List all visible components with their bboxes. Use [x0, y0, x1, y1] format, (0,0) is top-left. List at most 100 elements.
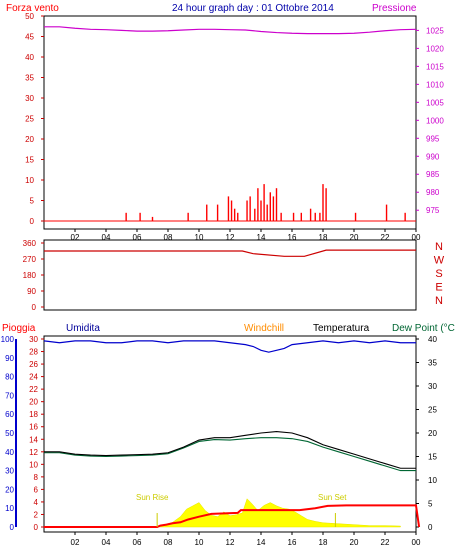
- chart-title: 24 hour graph day : 01 Ottobre 2014: [172, 3, 334, 14]
- rain-y-tick-label: 28: [29, 348, 38, 357]
- sunset-label: Sun Set: [318, 493, 347, 502]
- temp-y-tick-label: 25: [428, 406, 437, 415]
- legend-dewpoint: Dew Point (°C: [392, 323, 455, 334]
- humidity-panel-x-tick-label: 06: [133, 538, 142, 547]
- wind-panel-x-tick-label: 00: [412, 233, 421, 242]
- direction-y-tick-label: 90: [27, 287, 36, 296]
- direction-y-tick-label: 270: [23, 255, 37, 264]
- humidity-panel-x-tick-label: 04: [102, 538, 111, 547]
- temp-y-tick-label: 35: [428, 359, 437, 368]
- humidity-panel-x-tick-label: 02: [71, 538, 80, 547]
- pressure-y-tick-label: 1025: [426, 26, 444, 35]
- wind-y-tick-label: 5: [30, 197, 35, 206]
- temp-y-tick-label: 0: [428, 523, 433, 532]
- humidity-panel-x-tick-label: 14: [257, 538, 266, 547]
- humidity-y-tick-label: 90: [5, 354, 14, 363]
- wind-panel-x-tick-label: 14: [257, 233, 266, 242]
- chart-marks: [15, 15, 421, 535]
- direction-line: [44, 249, 416, 257]
- temp-y-tick-label: 30: [428, 382, 437, 391]
- humidity-panel-x-tick-label: 20: [350, 538, 359, 547]
- direction-compass-label: W: [434, 255, 445, 267]
- pressure-axis-title: Pressione: [372, 3, 417, 14]
- direction-compass-label: N: [435, 295, 443, 307]
- wind-panel-x-tick-label: 08: [164, 233, 173, 242]
- humidity-panel-frame: [43, 335, 417, 533]
- direction-y-tick-label: 180: [23, 271, 37, 280]
- rain-y-tick-label: 26: [29, 360, 38, 369]
- wind-y-tick-label: 35: [25, 74, 34, 83]
- humidity-panel-x-tick-label: 10: [195, 538, 204, 547]
- rain-y-tick-label: 14: [29, 435, 38, 444]
- wind-panel-x-tick-label: 12: [226, 233, 235, 242]
- rain-y-tick-label: 0: [34, 523, 39, 532]
- legend-rain: Pioggia: [2, 323, 36, 334]
- pressure-y-tick-label: 990: [426, 152, 440, 161]
- rain-y-tick-label: 20: [29, 398, 38, 407]
- wind-panel-frame: [43, 15, 417, 230]
- wind-panel-x-tick-label: 16: [288, 233, 297, 242]
- humidity-panel-x-tick-label: 08: [164, 538, 173, 547]
- pressure-y-tick-label: 1005: [426, 98, 444, 107]
- direction-y-tick-label: 0: [32, 303, 37, 312]
- temp-y-tick-label: 10: [428, 476, 437, 485]
- humidity-panel-x-tick-label: 16: [288, 538, 297, 547]
- wind-panel-x-tick-label: 04: [102, 233, 111, 242]
- pressure-y-tick-label: 995: [426, 134, 440, 143]
- rain-y-tick-label: 24: [29, 373, 38, 382]
- humidity-y-tick-label: 40: [5, 448, 14, 457]
- pressure-y-tick-label: 975: [426, 206, 440, 215]
- chart-texts: Forza vento 24 hour graph day : 01 Ottob…: [1, 3, 455, 547]
- humidity-y-tick-label: 0: [10, 523, 15, 532]
- pressure-y-tick-label: 985: [426, 170, 440, 179]
- rain-y-tick-label: 2: [34, 510, 39, 519]
- humidity-line: [43, 340, 416, 353]
- humidity-y-tick-label: 70: [5, 391, 14, 400]
- rain-y-tick-label: 10: [29, 460, 38, 469]
- temp-y-tick-label: 40: [428, 335, 437, 344]
- rain-y-tick-label: 6: [34, 485, 39, 494]
- wind-y-tick-label: 45: [25, 33, 34, 42]
- rain-y-tick-label: 12: [29, 448, 38, 457]
- rain-y-tick-label: 8: [34, 473, 39, 482]
- wind-panel-x-tick-label: 22: [381, 233, 390, 242]
- pressure-y-tick-label: 980: [426, 188, 440, 197]
- temp-y-tick-label: 5: [428, 500, 433, 509]
- wind-axis-title: Forza vento: [6, 3, 59, 14]
- wind-panel-x-tick-label: 18: [319, 233, 328, 242]
- wind-y-tick-label: 20: [25, 135, 34, 144]
- sunrise-label: Sun Rise: [136, 493, 169, 502]
- pressure-y-tick-label: 1015: [426, 62, 444, 71]
- direction-compass-label: E: [435, 282, 442, 294]
- rain-y-tick-label: 22: [29, 385, 38, 394]
- direction-y-tick-label: 360: [23, 239, 37, 248]
- humidity-panel-x-tick-label: 12: [226, 538, 235, 547]
- temp-y-tick-label: 15: [428, 453, 437, 462]
- humidity-y-tick-label: 20: [5, 485, 14, 494]
- wind-y-tick-label: 30: [25, 94, 34, 103]
- rain-y-tick-label: 30: [29, 335, 38, 344]
- rain-y-tick-label: 18: [29, 410, 38, 419]
- wind-y-tick-label: 40: [25, 53, 34, 62]
- wind-panel-x-tick-label: 06: [133, 233, 142, 242]
- wind-y-tick-label: 15: [25, 156, 34, 165]
- humidity-y-tick-label: 10: [5, 504, 14, 513]
- pressure-y-tick-label: 1010: [426, 80, 444, 89]
- legend-humidity: Umidita: [66, 323, 100, 334]
- humidity-y-tick-label: 30: [5, 467, 14, 476]
- wind-panel-x-tick-label: 10: [195, 233, 204, 242]
- dewpoint-line: [44, 437, 416, 472]
- wind-y-tick-label: 50: [25, 12, 34, 21]
- pressure-line: [44, 26, 417, 35]
- wind-y-tick-label: 10: [25, 176, 34, 185]
- direction-compass-label: S: [435, 268, 442, 280]
- humidity-panel-x-tick-label: 22: [381, 538, 390, 547]
- rain-line: [44, 504, 421, 528]
- humidity-y-tick-label: 50: [5, 429, 14, 438]
- wind-y-tick-label: 0: [30, 217, 35, 226]
- humidity-y-tick-label: 60: [5, 410, 14, 419]
- wind-panel-x-tick-label: 02: [71, 233, 80, 242]
- chart-frames: [43, 15, 417, 533]
